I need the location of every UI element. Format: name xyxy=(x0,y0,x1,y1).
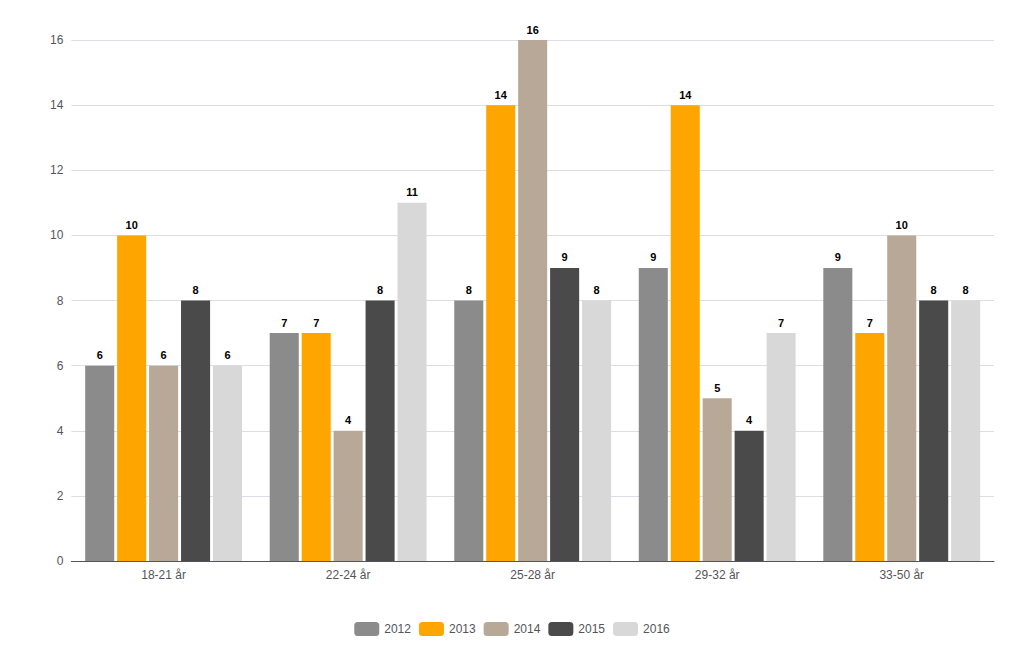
svg-text:7: 7 xyxy=(313,317,319,329)
svg-text:10: 10 xyxy=(896,219,908,231)
svg-text:6: 6 xyxy=(224,349,230,361)
svg-text:9: 9 xyxy=(650,251,656,263)
svg-text:4: 4 xyxy=(345,414,352,426)
svg-text:8: 8 xyxy=(594,284,600,296)
svg-text:8: 8 xyxy=(931,284,937,296)
svg-text:2013: 2013 xyxy=(449,622,476,636)
svg-text:12: 12 xyxy=(50,163,64,177)
svg-text:9: 9 xyxy=(562,251,568,263)
svg-text:14: 14 xyxy=(50,98,64,112)
svg-text:7: 7 xyxy=(281,317,287,329)
svg-text:8: 8 xyxy=(963,284,969,296)
svg-text:33-50 år: 33-50 år xyxy=(879,568,924,582)
svg-text:8: 8 xyxy=(377,284,383,296)
svg-text:8: 8 xyxy=(466,284,472,296)
svg-text:2: 2 xyxy=(57,489,64,503)
svg-text:2012: 2012 xyxy=(384,622,411,636)
svg-text:5: 5 xyxy=(714,382,720,394)
svg-text:7: 7 xyxy=(867,317,873,329)
svg-text:4: 4 xyxy=(57,424,64,438)
svg-text:7: 7 xyxy=(778,317,784,329)
svg-text:4: 4 xyxy=(746,414,753,426)
svg-text:2014: 2014 xyxy=(514,622,541,636)
svg-text:10: 10 xyxy=(126,219,138,231)
svg-text:11: 11 xyxy=(406,186,418,198)
svg-text:6: 6 xyxy=(161,349,167,361)
svg-text:25-28 år: 25-28 år xyxy=(510,568,555,582)
svg-text:0: 0 xyxy=(57,554,64,568)
svg-text:2015: 2015 xyxy=(578,622,605,636)
svg-text:14: 14 xyxy=(495,89,508,101)
svg-text:22-24 år: 22-24 år xyxy=(326,568,371,582)
svg-text:9: 9 xyxy=(835,251,841,263)
svg-text:10: 10 xyxy=(50,228,64,242)
svg-text:29-32 år: 29-32 år xyxy=(695,568,740,582)
svg-text:18-21 år: 18-21 år xyxy=(141,568,186,582)
svg-text:8: 8 xyxy=(57,294,64,308)
svg-text:16: 16 xyxy=(50,33,64,47)
svg-text:2016: 2016 xyxy=(643,622,670,636)
svg-text:8: 8 xyxy=(193,284,199,296)
svg-text:6: 6 xyxy=(57,359,64,373)
svg-text:16: 16 xyxy=(527,24,539,36)
svg-text:6: 6 xyxy=(97,349,103,361)
svg-text:14: 14 xyxy=(679,89,692,101)
